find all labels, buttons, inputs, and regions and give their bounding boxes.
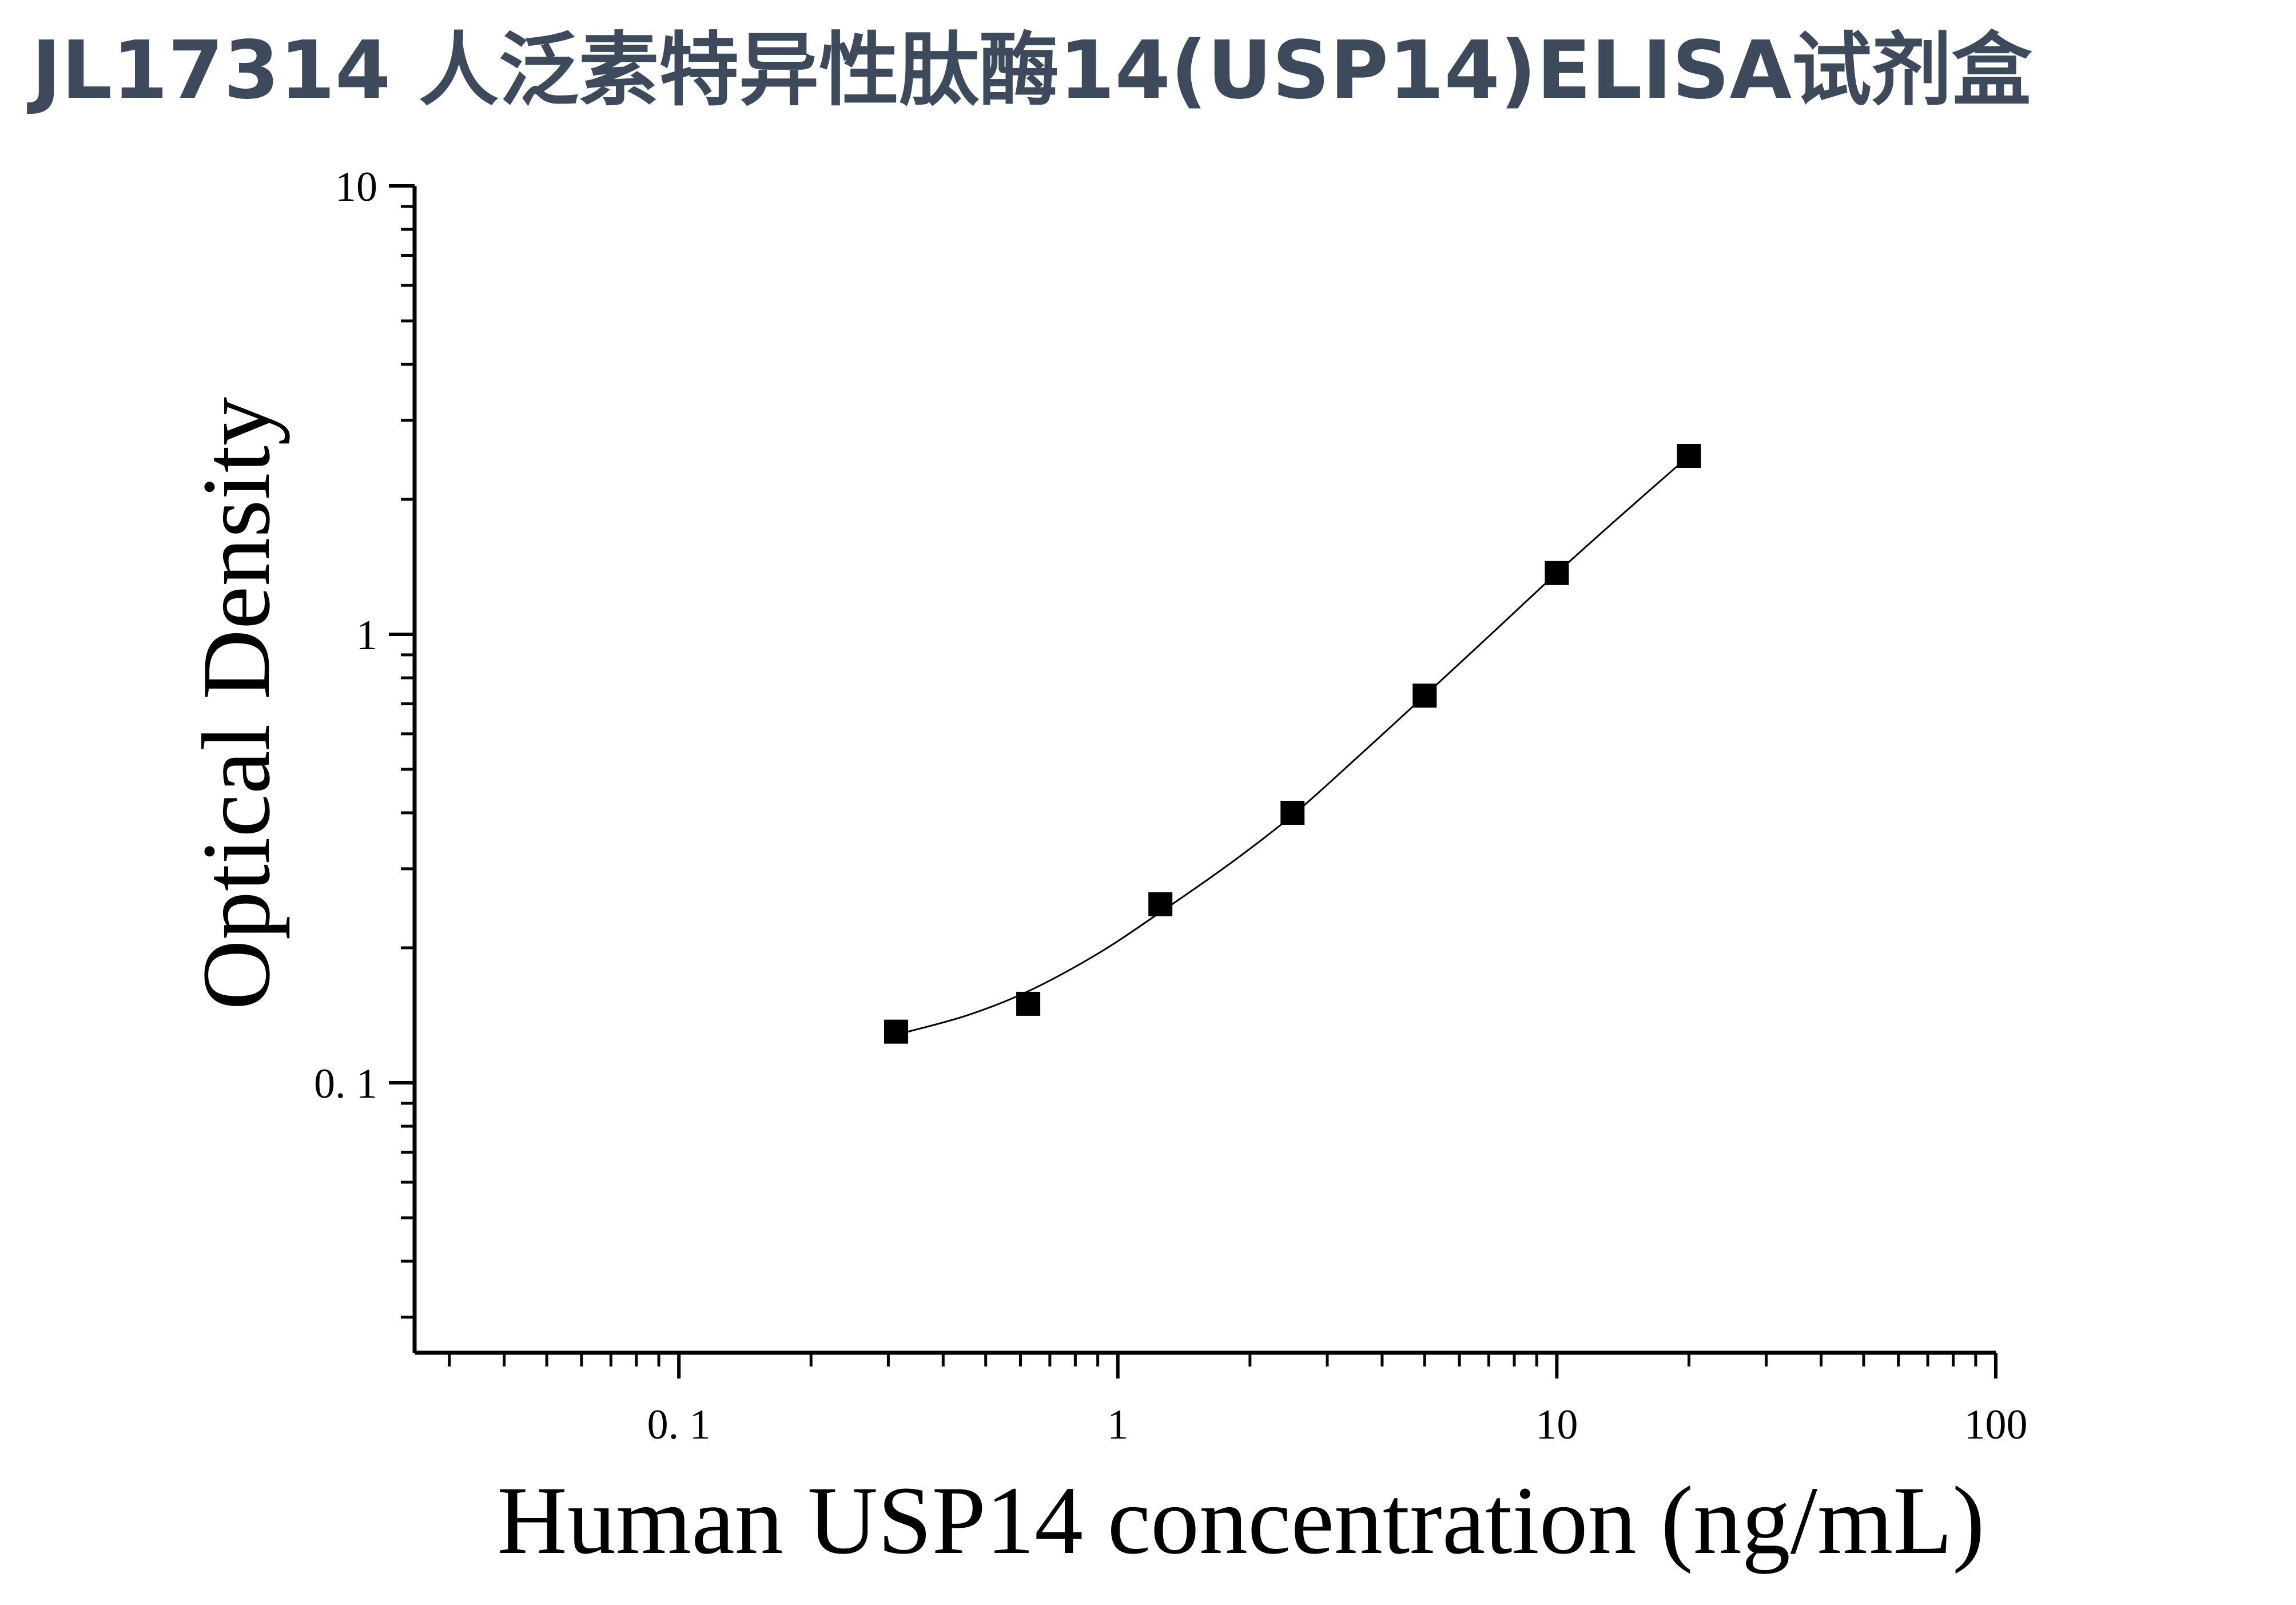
x-axis-title: Human USP14 concentration (ng/mL) (497, 1467, 1984, 1574)
y-tick-label: 1 (356, 612, 377, 659)
data-point (1545, 561, 1569, 585)
y-minor-ticks (401, 205, 415, 1319)
x-tick-label: 0. 1 (647, 1401, 711, 1448)
data-point (1280, 800, 1305, 825)
x-tick-label: 1 (1107, 1401, 1128, 1448)
fit-curve (896, 455, 1690, 1036)
data-point (1148, 892, 1173, 917)
y-major-ticks: 0. 1 1 10 (314, 164, 415, 1107)
y-tick-label: 10 (335, 164, 377, 210)
data-point (1677, 444, 1701, 468)
data-point (1412, 684, 1437, 708)
page-title: JL17314 人泛素特异性肽酶14(USP14)ELISA试剂盒 (31, 24, 2032, 117)
axes (412, 186, 1996, 1355)
fit-curve-layer (896, 455, 1690, 1036)
data-point (1016, 991, 1041, 1016)
data-point (884, 1019, 909, 1044)
x-minor-ticks (448, 1353, 1977, 1366)
x-tick-label: 10 (1535, 1401, 1578, 1448)
x-major-ticks: 0. 1 1 10 100 (647, 1353, 2028, 1448)
y-axis-title: Optical Density (182, 397, 290, 1010)
x-tick-label: 100 (1964, 1401, 2028, 1448)
y-tick-label: 0. 1 (314, 1060, 377, 1107)
data-points (884, 444, 1701, 1044)
